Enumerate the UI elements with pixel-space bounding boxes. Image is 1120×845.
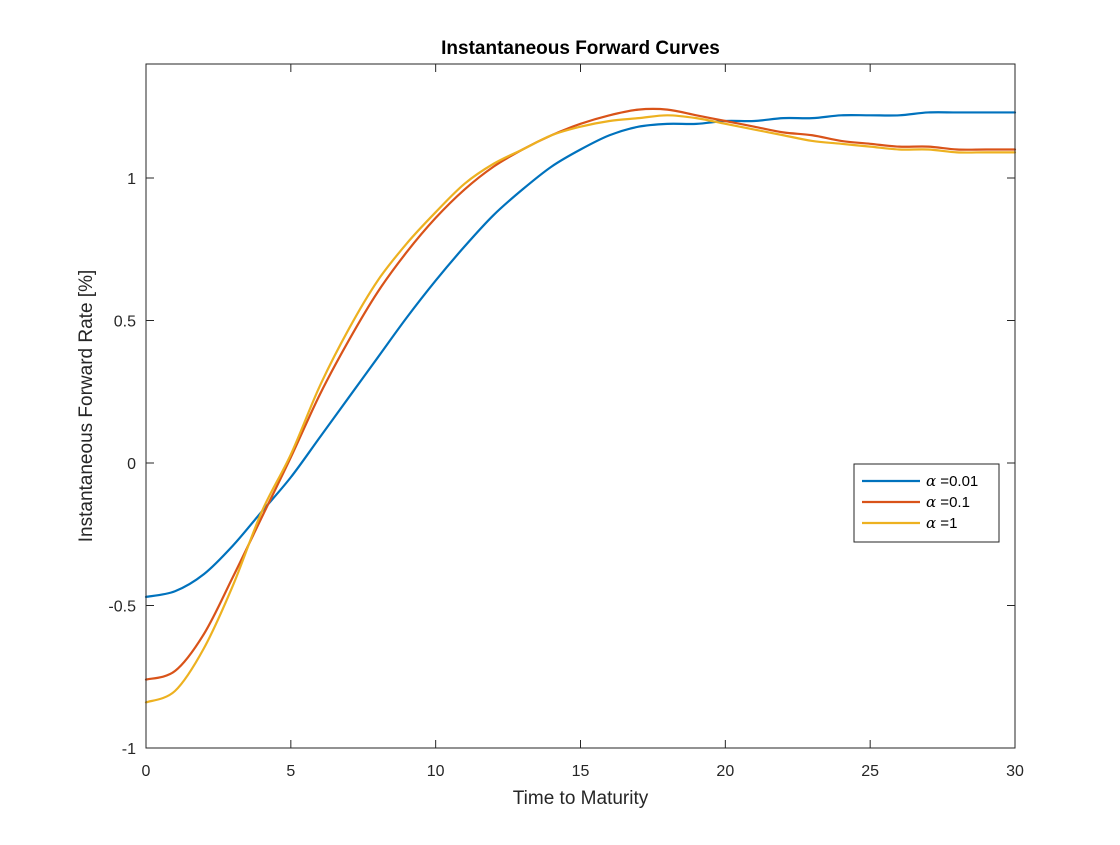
- legend-value: =0.01: [936, 473, 978, 490]
- y-tick-label: 0: [127, 456, 136, 473]
- y-tick-label: -1: [122, 741, 136, 758]
- chart-title: Instantaneous Forward Curves: [441, 38, 720, 59]
- y-tick-label: 0.5: [114, 314, 136, 331]
- y-tick-label: 1: [127, 171, 136, 188]
- x-tick-label: 15: [572, 763, 590, 780]
- x-tick-label: 5: [286, 763, 295, 780]
- legend: α =0.01α =0.1α =1: [853, 463, 1000, 543]
- x-tick-label: 30: [1006, 763, 1024, 780]
- series-line-3: [144, 114, 1017, 704]
- series-line-1: [144, 111, 1017, 599]
- legend-value: =0.1: [936, 494, 970, 511]
- legend-label-3: α =1: [926, 514, 957, 532]
- series-layer: [144, 107, 1017, 704]
- legend-items: α =0.01α =0.1α =1: [862, 472, 978, 532]
- x-tick-label: 25: [861, 763, 879, 780]
- y-axis-label: Instantaneous Forward Rate [%]: [76, 270, 97, 542]
- legend-label-1: α =0.01: [926, 472, 978, 490]
- series-line-2: [144, 107, 1017, 681]
- legend-alpha-symbol: α: [926, 493, 936, 511]
- x-tick-label: 20: [716, 763, 734, 780]
- legend-alpha-symbol: α: [926, 514, 936, 532]
- x-axis-label: Time to Maturity: [513, 788, 649, 809]
- plot-area: [146, 64, 1015, 748]
- tick-labels-layer: 0 5 10 15 20 25 30 -1 -0.5 0 0.5 1: [108, 171, 1024, 780]
- legend-value: =1: [936, 515, 957, 532]
- legend-label-2: α =0.1: [926, 493, 970, 511]
- legend-alpha-symbol: α: [926, 472, 936, 490]
- x-tick-label: 10: [427, 763, 445, 780]
- y-tick-label: -0.5: [108, 599, 136, 616]
- x-tick-label: 0: [142, 763, 151, 780]
- ticks-layer: [145, 64, 1016, 749]
